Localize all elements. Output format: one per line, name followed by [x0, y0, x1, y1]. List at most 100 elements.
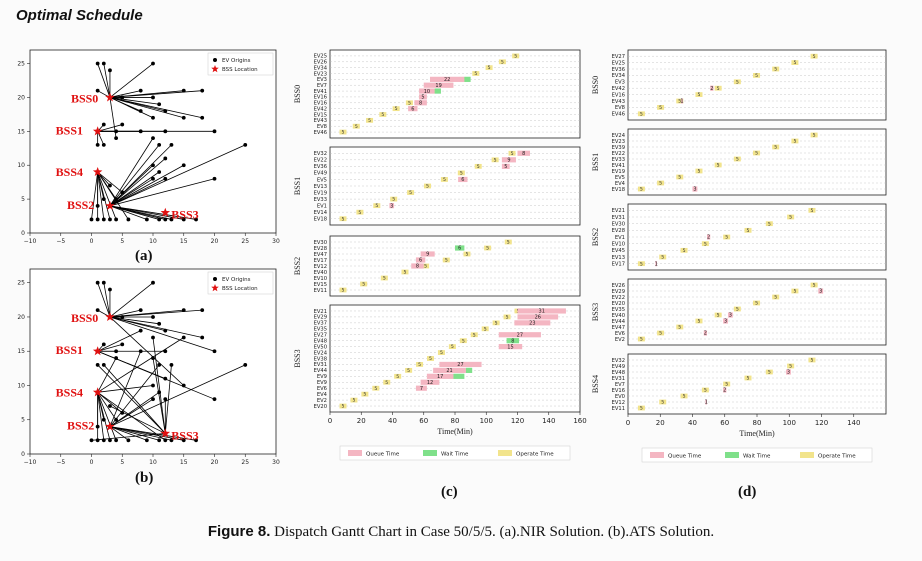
- assignment-line: [97, 171, 105, 220]
- assignment-line: [109, 316, 185, 386]
- bss-label: BSS4: [56, 385, 83, 399]
- assignment-line: [109, 392, 160, 427]
- ev-row-label: EV29: [314, 315, 327, 321]
- ev-origin-point: [169, 363, 174, 367]
- operate-label: 5: [725, 235, 728, 241]
- operate-bar: [695, 92, 703, 97]
- ev-row-label: EV34: [314, 65, 328, 71]
- operate-label: 5: [474, 71, 477, 77]
- operate-bar: [390, 196, 398, 202]
- operate-bar: [481, 326, 489, 332]
- operate-bar: [701, 241, 709, 247]
- operate-label: 5: [640, 406, 643, 412]
- operate-bar: [723, 234, 731, 240]
- operate-label: 5: [683, 248, 686, 254]
- ev-row-label: EV33: [612, 157, 625, 163]
- ev-origin-point: [181, 438, 186, 443]
- ev-row-label: EV49: [314, 171, 327, 177]
- group-axis-label: BSS2: [591, 228, 600, 246]
- operate-bar: [474, 163, 482, 169]
- queue-label: 21: [446, 368, 452, 374]
- queue-bar: [430, 76, 465, 82]
- ev-row-label: EV20: [612, 301, 625, 307]
- operate-label: 5: [375, 203, 378, 209]
- queue-label: 6: [419, 258, 422, 264]
- ev-row-label: EV17: [612, 261, 625, 267]
- operate-label: 5: [717, 313, 720, 319]
- assignment-line: [97, 392, 111, 441]
- figure-caption: Figure 8. Dispatch Gantt Chart in Case 5…: [0, 523, 922, 541]
- operate-label: 5: [789, 364, 792, 370]
- ev-row-label: EV12: [314, 264, 327, 270]
- ev-origin-point: [108, 183, 112, 188]
- gantt-frame-d-bss0: [627, 49, 887, 121]
- operate-label: 5: [511, 151, 514, 157]
- operate-label: 5: [374, 386, 377, 392]
- ev-row-label: EV6: [615, 331, 625, 337]
- x-tick-label: 10: [149, 238, 157, 245]
- ev-row-label: EV15: [314, 112, 327, 118]
- ev-row-label: EV46: [612, 112, 625, 118]
- queue-bar: [415, 385, 427, 391]
- caption-text: Dispatch Gantt Chart in Case 50/5/5. (a)…: [270, 524, 715, 540]
- ev-origin-point: [95, 88, 100, 93]
- bss-label: BSS3: [171, 428, 198, 442]
- assignment-line: [109, 171, 160, 207]
- wait-bar: [464, 76, 471, 82]
- scatter-frame-b: [29, 268, 277, 455]
- ev-origin-point: [200, 115, 205, 120]
- legend-swatch: [725, 452, 739, 458]
- ev-row-label: EV26: [612, 283, 625, 289]
- ev-row-label: EV44: [612, 319, 626, 325]
- assignment-line: [109, 63, 154, 98]
- gantt-frame-d-bss3: [627, 278, 887, 346]
- ev-row-label: EV21: [612, 208, 625, 214]
- ev-row-label: EV32: [612, 358, 625, 364]
- assignment-line: [109, 205, 197, 220]
- assignment-line: [97, 392, 117, 441]
- queue-bar: [655, 261, 658, 267]
- ev-origin-point: [101, 438, 106, 443]
- operate-label: 5: [736, 157, 739, 163]
- operate-bar: [772, 294, 780, 300]
- legend-entry: Queue Time: [668, 454, 702, 460]
- operate-label: 5: [793, 60, 796, 66]
- bss-label: BSS1: [56, 343, 83, 357]
- operate-bar: [787, 214, 795, 220]
- operate-bar: [339, 216, 347, 222]
- queue-bar: [408, 106, 418, 112]
- operate-bar: [372, 385, 380, 391]
- assignment-line: [97, 171, 123, 193]
- ev-origin-point: [169, 217, 174, 222]
- operate-label: 5: [793, 289, 796, 295]
- ev-origin-point: [157, 321, 162, 326]
- x-tick-label: 30: [272, 459, 280, 466]
- bss-star: [105, 312, 115, 321]
- queue-label: 3: [787, 370, 790, 376]
- ev-origin-point: [200, 88, 205, 93]
- ev-origin-point: [114, 136, 118, 141]
- ev-origin-point: [163, 217, 168, 222]
- operate-bar: [676, 98, 684, 104]
- queue-bar: [692, 186, 698, 192]
- operate-label: 5: [755, 151, 758, 157]
- queue-label: 2: [723, 388, 726, 394]
- wait-bar: [434, 88, 441, 94]
- ev-row-label: EV22: [314, 158, 327, 164]
- operate-bar: [772, 66, 780, 72]
- y-tick-label: 15: [17, 348, 25, 355]
- queue-bar: [723, 387, 727, 393]
- operate-bar: [405, 100, 413, 106]
- operate-bar: [401, 269, 409, 275]
- legend-swatch: [348, 450, 362, 456]
- operate-bar: [808, 207, 816, 213]
- assignment-line: [97, 392, 105, 441]
- ev-row-label: EV18: [314, 217, 327, 223]
- ev-row-label: EV48: [612, 370, 625, 376]
- operate-label: 5: [678, 175, 681, 181]
- bss-label: BSS1: [56, 123, 83, 137]
- ev-origin-point: [151, 335, 155, 340]
- ev-origin-point: [101, 142, 106, 147]
- x-tick-label: 40: [688, 419, 697, 427]
- ev-origin-point: [163, 176, 168, 181]
